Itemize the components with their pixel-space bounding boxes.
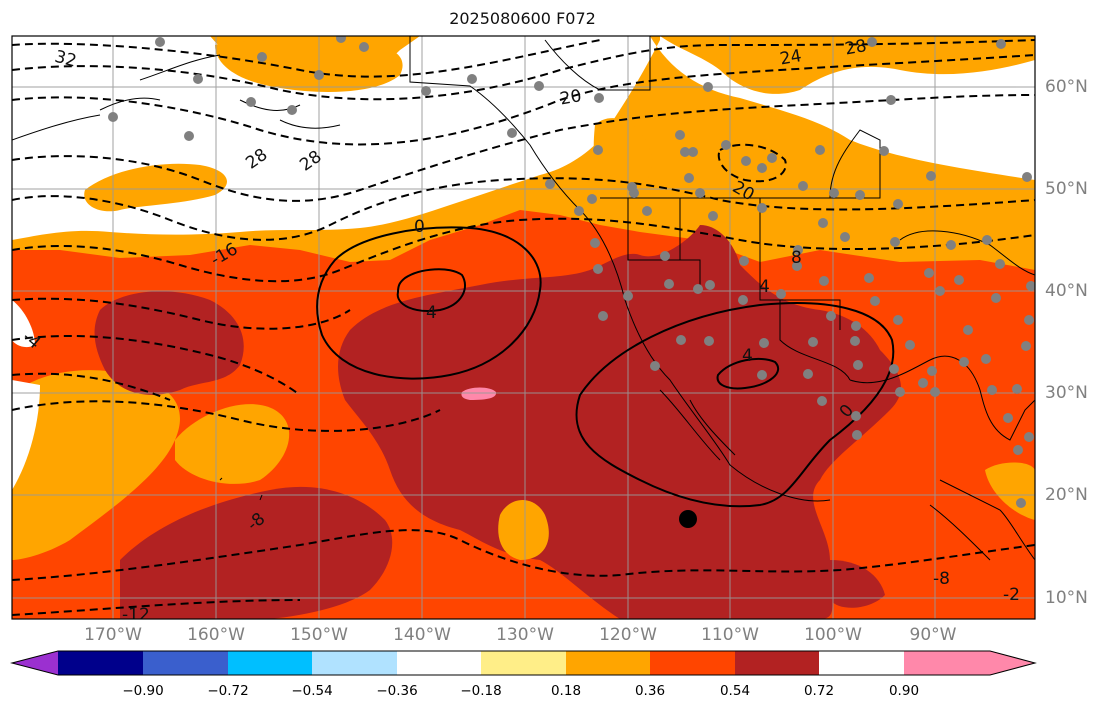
field-dark-red-central: [338, 225, 901, 619]
solid-contours: [316, 226, 895, 508]
field-dark-red-east: [830, 560, 885, 608]
colorbar-tick: −0.72: [207, 683, 249, 699]
field-dark-red-south: [120, 486, 393, 619]
contour-label: 4: [426, 303, 437, 323]
field-white-west: [12, 380, 40, 490]
map-panel: 32 28 24 28 20 28 20 -16 0 4 8 4 4 0 -8 …: [11, 35, 1036, 625]
contour-label: 4: [759, 277, 770, 297]
contour-label: 28: [843, 36, 868, 59]
plot-title: 2025080600 F072: [449, 9, 596, 28]
lon-label: 120°W: [599, 625, 657, 645]
lat-label: 40°N: [1045, 281, 1088, 301]
field-white-northwest: [12, 300, 35, 348]
contour-label: -2: [1003, 585, 1020, 605]
colorbar-segment: [58, 651, 143, 675]
contour-label: -8: [933, 569, 950, 589]
contour-label: 0: [414, 217, 425, 237]
colorbar-segment: [735, 651, 819, 675]
field-light-orange-bering: [84, 163, 227, 212]
colorbar-tick: 0.36: [634, 683, 666, 699]
colorbar-tick: 0.72: [803, 683, 835, 699]
lon-label: 130°W: [496, 625, 554, 645]
colorbar-segment: [904, 651, 990, 675]
colorbar-segment: [990, 651, 1035, 675]
graticule: [12, 36, 1035, 619]
lon-label: 100°W: [804, 625, 862, 645]
colorbar-tick: 0.54: [719, 683, 751, 699]
lon-label: 150°W: [290, 625, 348, 645]
colorbar-segment: [312, 651, 397, 675]
colorbar-segment: [397, 651, 481, 675]
map-frame: [11, 35, 1036, 620]
colorbar-tick: −0.36: [376, 683, 418, 699]
colorbar-segment: [143, 651, 228, 675]
lat-label: 20°N: [1045, 485, 1088, 505]
colorbar-tick: −0.54: [291, 683, 333, 699]
lon-label: 110°W: [701, 625, 759, 645]
lon-label: 160°W: [187, 625, 245, 645]
lat-label: 10°N: [1045, 588, 1088, 608]
colorbar-tick: 0.90: [888, 683, 920, 699]
contour-label: 20: [558, 86, 583, 109]
colorbar-segment: [566, 651, 650, 675]
field-light-orange-arctic: [660, 36, 1035, 94]
colorbar-segment: [481, 651, 566, 675]
field-pink: [461, 387, 497, 400]
colorbar-segment: [12, 651, 58, 675]
contour-label: 24: [778, 46, 803, 69]
colorbar: [10, 650, 1037, 676]
colorbar-tick: −0.90: [122, 683, 164, 699]
lon-label: 90°W: [909, 625, 957, 645]
contour-label: -12: [122, 605, 150, 625]
lon-label: 140°W: [393, 625, 451, 645]
colorbar-tick: 0.18: [550, 683, 582, 699]
contour-label: 4: [742, 346, 753, 366]
lat-label: 50°N: [1045, 179, 1088, 199]
station-dots: [108, 36, 1035, 508]
lon-label: 170°W: [84, 625, 142, 645]
colorbar-segment: [650, 651, 735, 675]
field-dark-red-west: [94, 291, 244, 395]
dashed-contours: [12, 39, 1035, 616]
lat-label: 60°N: [1045, 77, 1088, 97]
hurricane-marker: [679, 510, 697, 528]
field-light-orange-central: [498, 500, 549, 560]
colorbar-outline: [10, 650, 1037, 676]
colorbar-tick: −0.18: [460, 683, 502, 699]
contour-label: 8: [791, 248, 802, 268]
colorbar-segment: [228, 651, 312, 675]
lat-label: 30°N: [1045, 383, 1088, 403]
field-light-orange-pacific: [12, 370, 180, 560]
